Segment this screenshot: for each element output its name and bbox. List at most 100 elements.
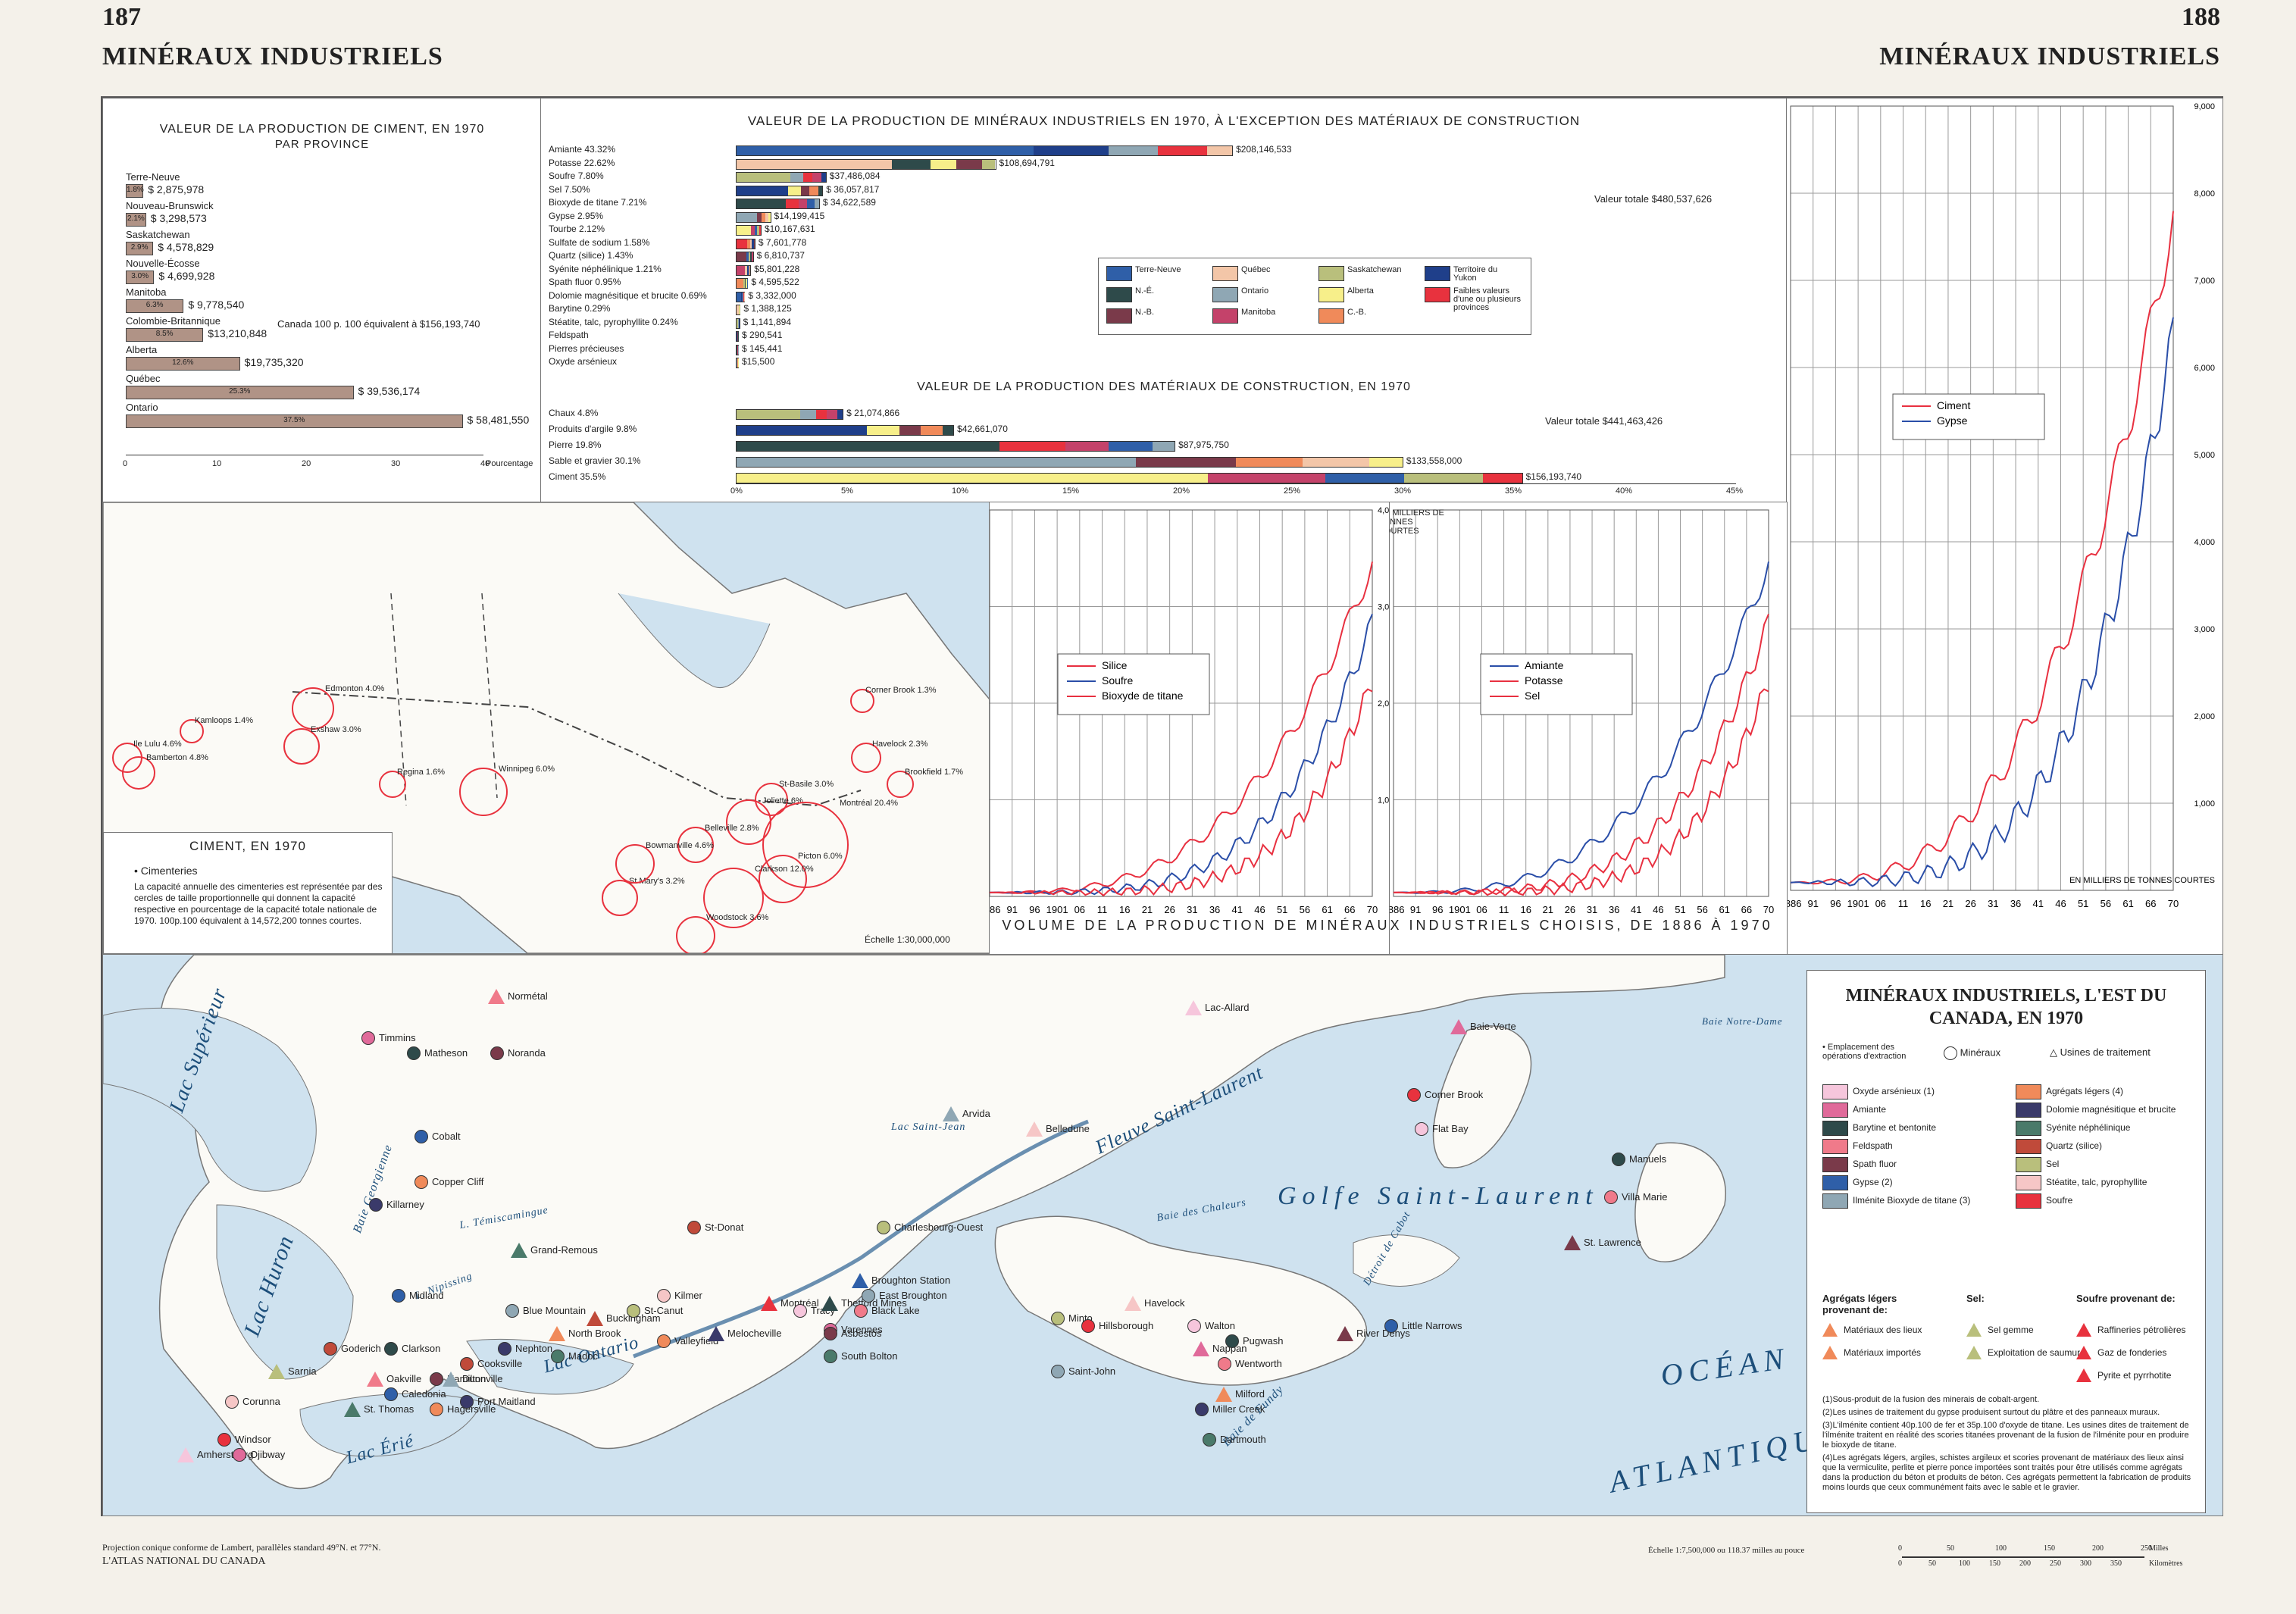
place-name: Manuels (1629, 1153, 1667, 1165)
scale-km-tick: 100 (1959, 1559, 1970, 1568)
industrial-row-value: $ 6,810,737 (756, 250, 805, 261)
scale-line (1902, 1556, 2144, 1558)
bar-segment (751, 226, 755, 235)
industrial-row-value: $14,199,415 (774, 210, 825, 221)
bar-segment (1369, 458, 1403, 467)
cement-plant-label: Kamloops 1.4% (195, 716, 254, 725)
legend-symbol-icon (1966, 1346, 1982, 1359)
scale-miles-label: Milles (2149, 1544, 2169, 1553)
x-tick-label: 1886 (990, 904, 1000, 915)
y-tick-label: 4,000 (1378, 506, 1390, 515)
place-name: Black Lake (871, 1305, 920, 1316)
x-tick-label: 70 (2168, 898, 2179, 909)
bar-segment (1207, 474, 1326, 483)
bar-segment (1325, 474, 1405, 483)
place-name: Blue Mountain (523, 1305, 587, 1316)
x-tick-label: 51 (1277, 904, 1287, 915)
mineral-swatch (1822, 1103, 1848, 1118)
x-tick-label: 11 (1097, 904, 1108, 915)
x-tick-label: 1886 (1390, 904, 1404, 915)
place-name: Cobalt (432, 1131, 461, 1142)
construction-row-label: Ciment 35.5% (549, 471, 606, 482)
mineral-label: Ilménite Bioxyde de titane (3) (1853, 1195, 1971, 1206)
mineral-label: Quartz (silice) (2046, 1140, 2103, 1151)
mineral-circle-icon (392, 1289, 405, 1303)
industrial-row-bar (736, 211, 771, 223)
x-tick-label: 1901 (1046, 904, 1068, 915)
province-value: $ 3,298,573 (150, 212, 207, 224)
bar-segment (866, 426, 899, 435)
cement-map-scale: Échelle 1:30,000,000 (865, 934, 950, 945)
scale-km-tick: 300 (2080, 1559, 2091, 1568)
y-tick-label: 5,000 (2194, 451, 2215, 460)
legend-swatch (1425, 287, 1450, 302)
bar-segment (757, 226, 760, 235)
silica-sulphur-chart: 1886 91 96 1901 06 11 16 21 26 31 36 41 46 51 56 61 66 70… (990, 506, 1390, 915)
bar-segment (809, 186, 818, 195)
x-tick-label: 56 (1300, 904, 1310, 915)
series-line (990, 561, 1373, 894)
legend-series-label: Soufre (1102, 674, 1133, 687)
mineral-circle-icon (460, 1357, 474, 1371)
place-name: Little Narrows (1402, 1320, 1462, 1331)
industrial-row-value: $ 1,141,894 (743, 316, 792, 327)
mineral-circle-icon (361, 1031, 375, 1045)
mineral-circle-icon (369, 1198, 383, 1212)
x-tick-label: 96 (1029, 904, 1040, 915)
industrial-minerals-legend: MINÉRAUX INDUSTRIELS, L'EST DU CANADA, E… (1806, 970, 2206, 1513)
industrial-row-label: Feldspath (549, 330, 589, 340)
y-tick-label: 3,000 (2194, 625, 2215, 634)
bar-segment (748, 265, 750, 275)
scale-km-tick: 200 (2019, 1559, 2031, 1568)
plant-triangle-icon (549, 1326, 565, 1341)
cement-total-note: Canada 100 p. 100 équivalent à $156,193,… (277, 318, 480, 330)
construction-row-value: $156,193,740 (1525, 471, 1581, 482)
province-bar: 8.5% (126, 328, 204, 342)
industrial-row-value: $ 34,622,589 (822, 197, 876, 208)
y-tick-label: 6,000 (2194, 364, 2215, 373)
y-tick-label: 3,000 (1378, 603, 1390, 612)
page-header: 187 188 MINÉRAUX INDUSTRIELS MINÉRAUX IN… (0, 0, 2296, 76)
plant-triangle-icon (1450, 1019, 1467, 1034)
cement-plant-circle (615, 844, 655, 884)
construction-row-bar (736, 409, 844, 420)
bar-segment (737, 173, 790, 182)
industrial-row-bar (736, 317, 740, 329)
mineral-circle-icon (490, 1046, 504, 1060)
bar-segment (768, 212, 771, 222)
province-name: Québec (126, 373, 161, 384)
x-tick-label: 1886 (1787, 898, 1801, 909)
industrial-row-value: $5,801,228 (754, 263, 800, 274)
bar-segment (744, 265, 747, 275)
bar-segment (744, 279, 746, 288)
legend-swatch (1318, 287, 1344, 302)
bar-segment (931, 159, 957, 169)
place-name: Corunna (242, 1396, 280, 1407)
construction-row-bar (736, 473, 1523, 483)
x-tick-label: 46 (1254, 904, 1265, 915)
asbestos-potash-chart: 1886 91 96 1901 06 11 16 21 26 31 36 41 46 51 56 61 66 70… (1390, 509, 1774, 915)
scale-km-tick: 350 (2110, 1559, 2122, 1568)
industrial-row-value: $ 145,441 (742, 343, 783, 354)
province-value: $ 9,778,540 (188, 299, 245, 311)
bar-segment (806, 199, 815, 208)
legend-site-symbol: • Emplacement des opérations d'extractio… (1822, 1043, 1928, 1061)
cement-plant-label: Corner Brook 1.3% (865, 686, 937, 695)
construction-tick-label: 10% (952, 486, 969, 496)
cement-plant-label: Bamberton 4.8% (146, 753, 208, 762)
legend-symbol-icon (1822, 1323, 1838, 1337)
x-tick-label: 56 (2100, 898, 2111, 909)
plant-triangle-icon (268, 1364, 285, 1379)
mineral-swatch (1822, 1175, 1848, 1190)
legend-swatch (1106, 308, 1132, 324)
place-name: East Broughton (879, 1290, 947, 1301)
place-name: North Brook (568, 1328, 621, 1339)
cement-plant-circle (122, 756, 155, 790)
x-tick-label: 46 (1653, 904, 1663, 915)
mineral-swatch (1822, 1121, 1848, 1136)
cement-gypsum-chart: 1886 91 96 1901 06 11 16 21 26 31 36 41 46 51 56 61 66 70… (1787, 102, 2215, 909)
bar-segment (737, 279, 743, 288)
place-name: Oakville (386, 1373, 422, 1384)
mineral-circle-icon (1187, 1319, 1201, 1333)
x-tick-label: 11 (1499, 904, 1509, 915)
